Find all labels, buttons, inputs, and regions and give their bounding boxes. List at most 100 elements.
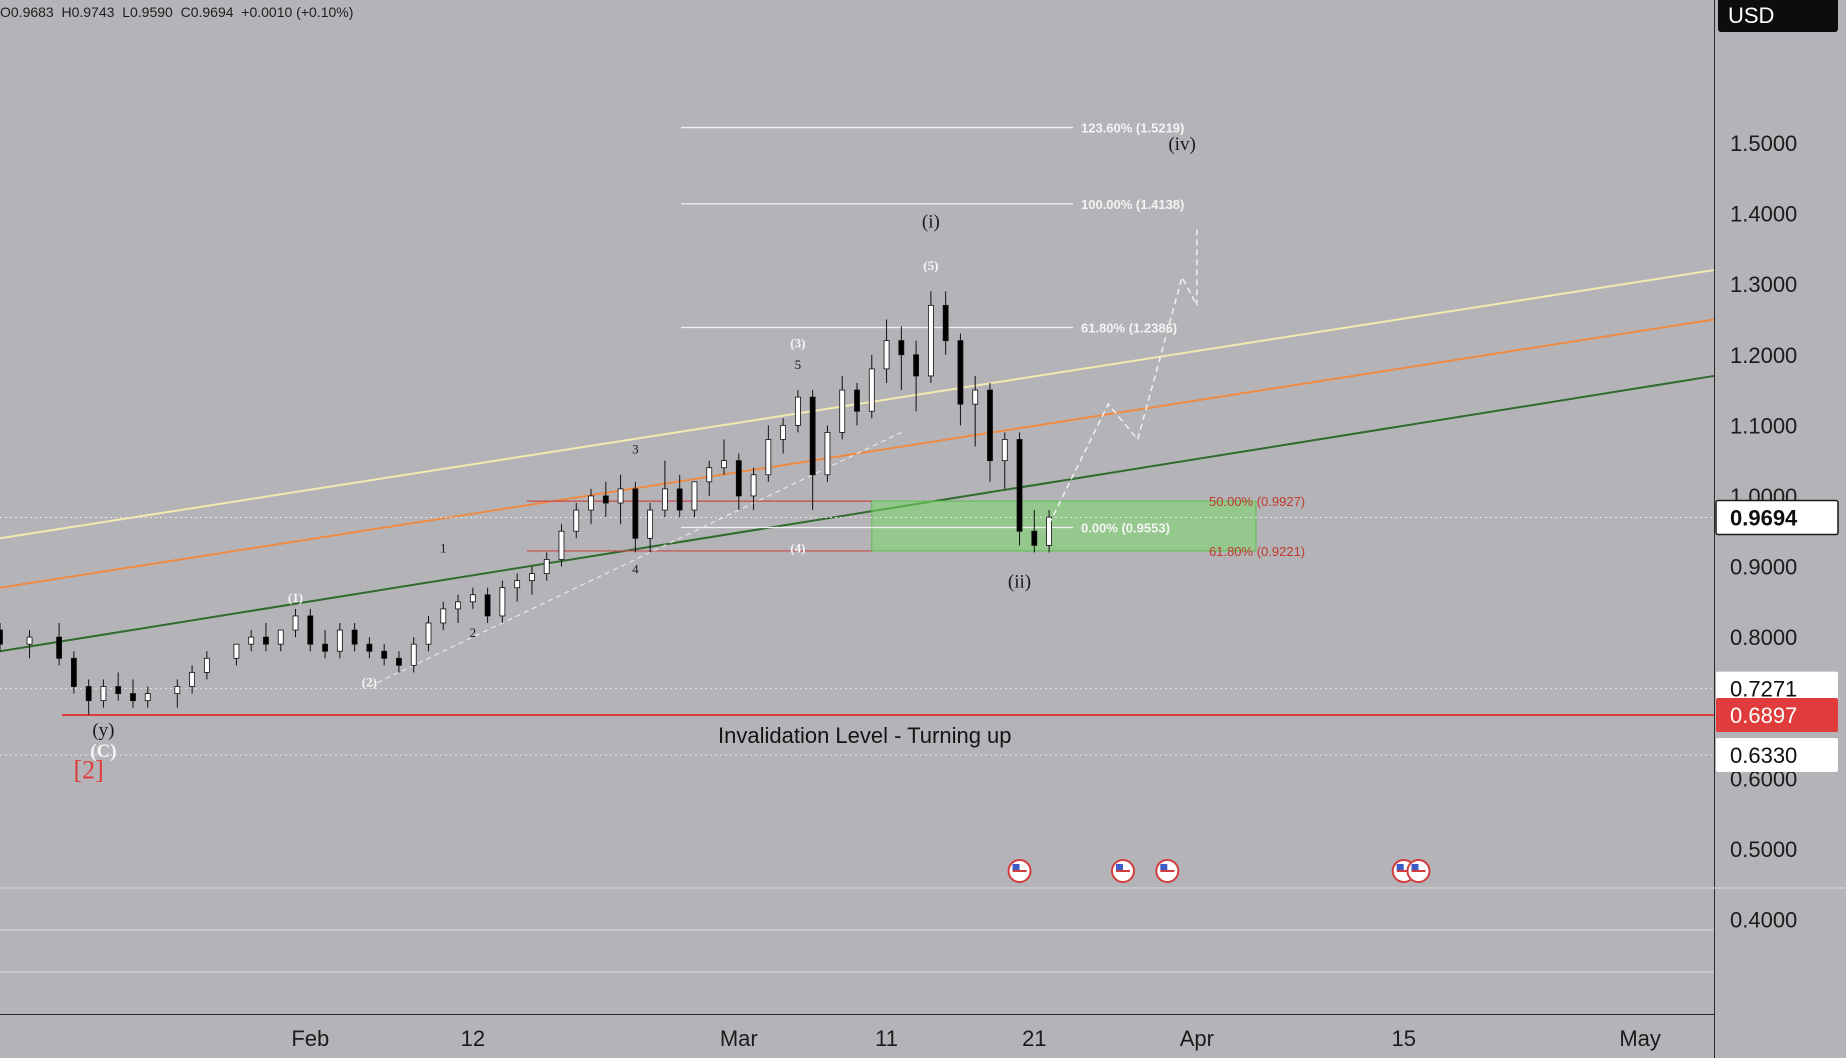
candle-body: [721, 460, 727, 469]
price-badge: [1715, 499, 1839, 536]
candle-body: [809, 396, 816, 476]
target-zone: [871, 500, 1257, 552]
candle-body: [987, 389, 993, 462]
x-tick-label: Mar: [720, 1026, 758, 1051]
candle-body: [854, 389, 860, 412]
x-tick-label: 12: [461, 1026, 485, 1051]
wave-label: (3): [790, 336, 805, 351]
candle-body: [263, 636, 269, 645]
currency-badge[interactable]: USD: [1718, 0, 1838, 32]
us-flag-canton: [1160, 864, 1168, 870]
y-tick-label: 0.4000: [1730, 907, 1797, 932]
candle-body: [307, 615, 314, 645]
price-badge-label: 0.6897: [1730, 703, 1797, 728]
candle-body: [499, 587, 506, 617]
candle-body: [898, 340, 905, 356]
candle-body: [706, 467, 713, 483]
candle-body: [794, 396, 801, 426]
candle-body: [676, 488, 683, 511]
us-flag-canton: [1115, 864, 1123, 870]
candle-body: [617, 488, 624, 504]
price-badge: [1716, 697, 1838, 732]
retracement-label: 61.80% (0.9221): [1209, 544, 1305, 559]
candle-body: [780, 424, 787, 440]
candle-body: [144, 693, 151, 702]
candle-body: [233, 643, 240, 659]
candle-body: [883, 340, 890, 370]
x-tick-label: 11: [875, 1026, 898, 1051]
candle-body: [573, 509, 580, 532]
candle-body: [425, 622, 432, 645]
y-tick-label: 1.3000: [1730, 272, 1797, 297]
wave-label: 4: [632, 562, 639, 577]
candle-body: [100, 686, 107, 702]
candle-body: [942, 304, 949, 342]
ohlc-readout: O0.9683 H0.9743 L0.9590 C0.9694 +0.0010 …: [0, 4, 354, 20]
y-tick-label: 0.8000: [1730, 625, 1797, 650]
fib-label: 0.00% (0.9553): [1081, 520, 1170, 535]
price-badge: [1716, 738, 1838, 772]
candle-body: [543, 559, 550, 574]
wave-label: 5: [795, 357, 802, 372]
candle-body: [26, 636, 33, 645]
y-tick-label: 1.5000: [1730, 131, 1797, 156]
price-badge: [1716, 671, 1838, 706]
candle-body: [824, 432, 831, 476]
fib-label: 123.60% (1.5219): [1081, 121, 1184, 136]
wave-label: (iv): [1168, 134, 1195, 155]
candle-body: [277, 629, 284, 645]
candle-body: [85, 686, 92, 702]
wave-label: (4): [790, 540, 805, 555]
candle-body: [292, 615, 299, 631]
x-tick-label: 15: [1391, 1026, 1415, 1051]
x-tick-label: Feb: [291, 1026, 329, 1051]
trendline-green: [0, 374, 1715, 653]
candle-body: [174, 686, 181, 694]
candle-body: [189, 672, 195, 687]
x-tick-label: May: [1619, 1026, 1661, 1051]
y-tick-label: 0.9000: [1730, 555, 1797, 580]
wave-label: (i): [922, 212, 940, 233]
wave-label: [2]: [73, 755, 103, 784]
wave-label: (2): [362, 675, 377, 690]
wave-label: 1: [440, 540, 447, 555]
candle-body: [529, 573, 535, 582]
wave-label: (ii): [1008, 572, 1031, 593]
wave-label: (C): [90, 741, 116, 762]
candle-body: [248, 636, 255, 645]
candle-body: [558, 530, 565, 560]
wave-label: 3: [632, 442, 639, 457]
candle-body: [647, 509, 654, 539]
candle-body: [1001, 439, 1008, 462]
candle-body: [765, 439, 772, 476]
x-tick-label: 21: [1022, 1026, 1046, 1051]
candle-body: [957, 340, 964, 405]
plot-area: [0, 0, 1714, 1014]
wave-label: (y): [92, 720, 114, 741]
retracement-label: 50.00% (0.9927): [1209, 494, 1305, 509]
candle-body: [351, 629, 358, 645]
candle-body: [484, 594, 491, 617]
candle-body: [514, 580, 521, 589]
candle-body: [691, 481, 698, 511]
price-badge-label: 0.6330: [1730, 743, 1797, 768]
invalidation-label: Invalidation Level - Turning up: [718, 723, 1012, 748]
price-badge-label: 0.9694: [1730, 506, 1798, 531]
candle-body: [735, 460, 742, 497]
candle-body: [366, 643, 373, 652]
candle-body: [56, 636, 63, 659]
candle-body: [588, 495, 594, 511]
candle-body: [440, 608, 447, 624]
candle-body: [972, 389, 979, 405]
wave-label: (5): [923, 258, 938, 273]
us-flag-canton: [1396, 864, 1404, 870]
y-tick-label: 0.5000: [1730, 837, 1797, 862]
candle-body: [0, 629, 3, 645]
candle-body: [70, 657, 77, 687]
fib-label: 100.00% (1.4138): [1081, 197, 1184, 212]
candle-body: [396, 657, 402, 666]
candle-body: [115, 686, 122, 694]
x-tick-label: Apr: [1180, 1026, 1214, 1051]
